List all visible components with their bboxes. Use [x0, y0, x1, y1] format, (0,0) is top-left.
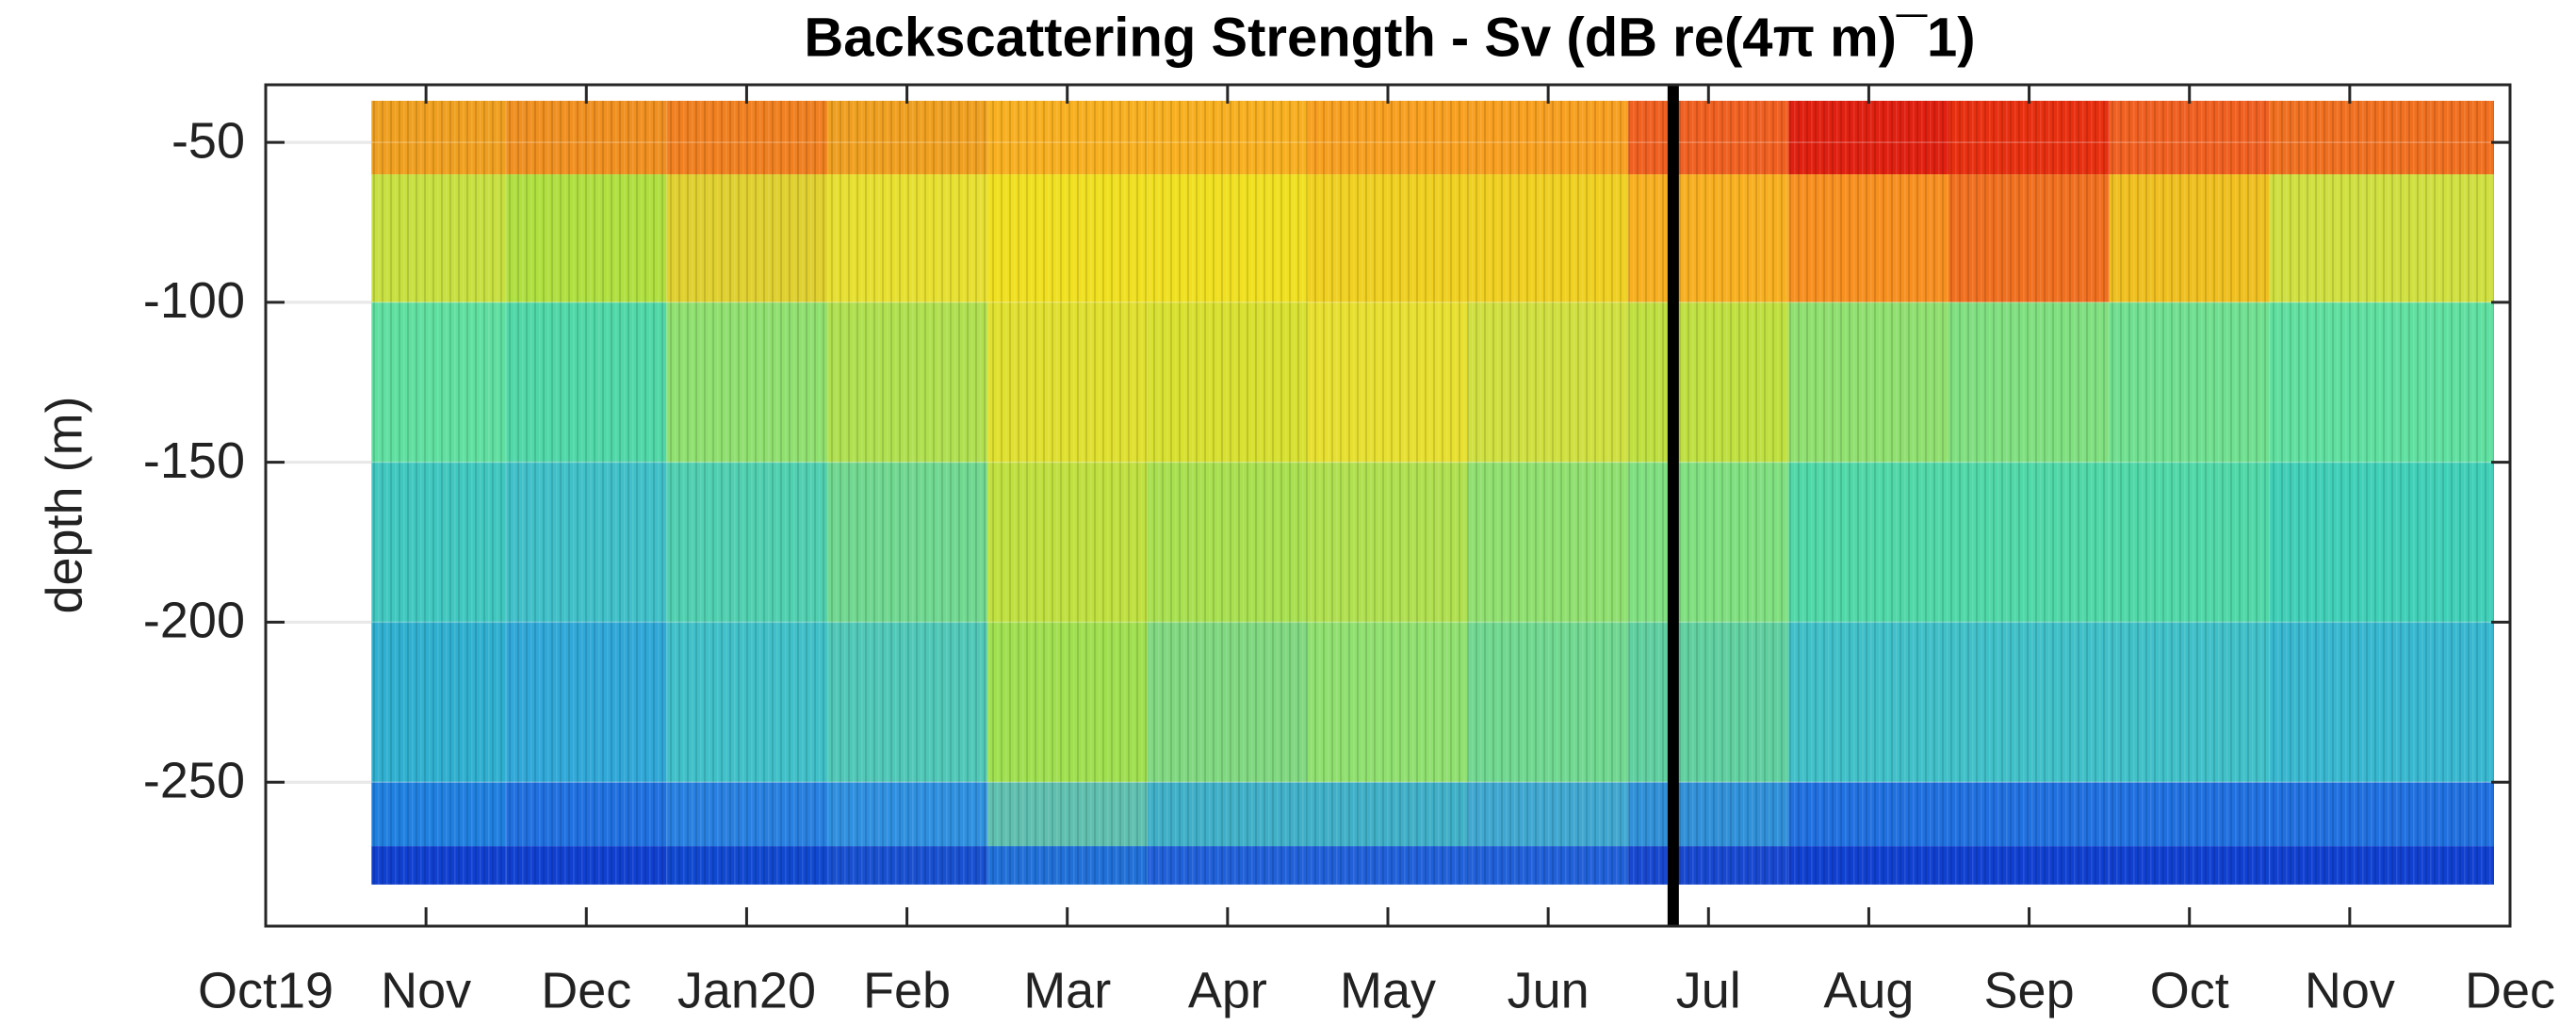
y-tick-label: -100 [143, 272, 245, 329]
x-tick-label: Jul [1676, 962, 1741, 1018]
x-tick-label: Oct19 [198, 962, 334, 1018]
x-tick-label: Apr [1188, 962, 1267, 1018]
x-tick-label: Dec [2465, 962, 2555, 1018]
x-tick-label: May [1340, 962, 1436, 1018]
y-tick-label: -250 [143, 752, 245, 808]
x-tick-label: Mar [1023, 962, 1111, 1018]
x-tick-label: Nov [381, 962, 471, 1018]
x-tick-label: Nov [2305, 962, 2395, 1018]
x-tick-label: Jun [1508, 962, 1590, 1018]
x-tick-label: Dec [541, 962, 631, 1018]
y-axis-label: depth (m) [36, 396, 92, 613]
x-tick-label: Sep [1984, 962, 2075, 1018]
chart-title: Backscattering Strength - Sv (dB re(4π m… [804, 7, 1975, 68]
y-tick-label: -200 [143, 593, 245, 649]
x-tick-label: Jan20 [677, 962, 816, 1018]
y-tick-label: -50 [171, 112, 245, 169]
x-tick-label: Aug [1823, 962, 1914, 1018]
y-tick-label: -150 [143, 432, 245, 489]
x-tick-label: Oct [2150, 962, 2229, 1018]
x-tick-label: Feb [863, 962, 951, 1018]
texture-overlay [371, 100, 2494, 885]
